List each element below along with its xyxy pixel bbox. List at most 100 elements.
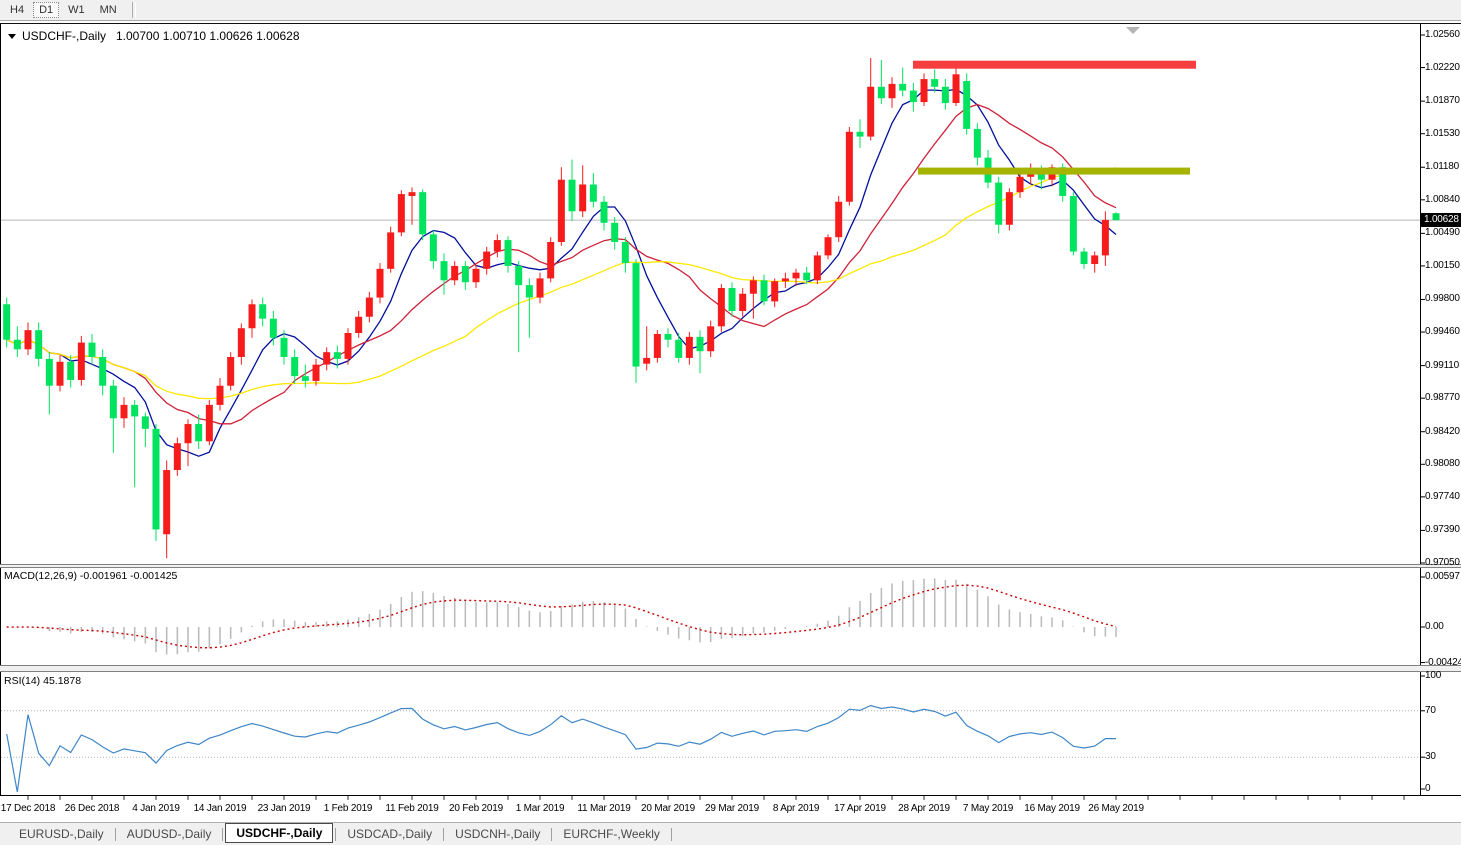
candle-body [493,240,501,252]
collapse-arrow-icon[interactable] [8,33,16,39]
candle-body [909,90,917,103]
candle-body [365,297,373,317]
candle-body [547,241,555,279]
candle-body [184,424,192,444]
candle-body [120,404,128,419]
candle-body [280,337,288,357]
tab-separator [551,827,553,841]
candle-body [131,404,139,417]
candle-body [941,86,949,104]
price-axis-label: 0.97390 [1425,524,1460,536]
timeframe-button-w1[interactable]: W1 [68,4,85,16]
date-label: 26 Dec 2018 [64,803,120,814]
candle-body [877,86,885,99]
candle-body [152,428,160,530]
candle-body [931,79,939,87]
price-axis-label: 0.98770 [1425,392,1460,404]
tab-separator [114,827,116,841]
candle-body [472,268,480,283]
candle-body [440,261,448,281]
candle-body [781,278,789,282]
support-level-line[interactable] [918,167,1190,175]
date-label: 1 Feb 2019 [323,803,373,814]
price-axis-label: 0.97740 [1425,490,1460,502]
indicator-axis-label: -0.004243 [1425,656,1461,668]
date-label: 7 May 2019 [962,803,1014,814]
candle-body [749,280,757,294]
candle-body [483,251,491,269]
candle-body [845,131,853,202]
candle-body [344,333,352,359]
tab-usdchf-daily[interactable]: USDCHF-,Daily [225,823,334,843]
candle-body [173,443,181,471]
rsi-line [6,704,1116,793]
candle-body [621,241,629,264]
tab-usdcad-daily[interactable]: USDCAD-,Daily [347,827,433,841]
tab-usdcnh-daily[interactable]: USDCNH-,Daily [455,827,541,841]
date-label: 29 Mar 2019 [705,803,759,814]
candle-body [35,330,43,359]
candle-body [632,263,640,367]
tab-audusd-daily[interactable]: AUDUSD-,Daily [126,827,212,841]
candle-body [1069,195,1077,252]
divider-band-1 [0,565,1461,567]
date-label: 26 May 2019 [1088,803,1144,814]
indicator-axis-label: 0 [1425,783,1431,794]
chart-title: USDCHF-,Daily 1.00700 1.00710 1.00626 1.… [8,29,300,43]
candle-body [685,336,693,358]
divider-main-macd[interactable] [0,564,1461,565]
moving-average-13 [6,103,1117,425]
macd-label: MACD(12,26,9) -0.001961 -0.001425 [4,570,178,582]
candle-body [195,424,203,442]
candle-body [899,83,907,91]
candle-body [835,201,843,238]
tab-eurchf-weekly[interactable]: EURCHF-,Weekly [563,827,660,841]
candle-body [760,280,768,302]
candle-body [589,184,597,202]
candle-body [141,416,149,429]
candle-body [1091,255,1099,265]
candle-body [813,255,821,281]
candle-body [45,358,53,386]
resistance-level-line[interactable] [913,60,1196,69]
tab-separator [443,827,445,841]
symbol-label: USDCHF-,Daily [22,29,106,43]
candle-body [717,287,725,327]
ohlc-values: 1.00700 1.00710 1.00626 1.00628 [116,29,300,43]
candle-body [579,184,587,212]
tab-eurusd-daily[interactable]: EURUSD-,Daily [19,827,104,841]
candle-body [387,232,395,269]
date-label: 17 Apr 2019 [834,803,886,814]
price-axis-label: 0.99460 [1425,326,1460,338]
candle-body [952,74,960,104]
candle-body [707,326,715,352]
candle-body [312,364,320,381]
candle-body [259,304,267,319]
timeframe-toolbar: H4 D1 W1 MN [0,0,1461,21]
date-label: 16 May 2019 [1024,803,1080,814]
divider-main-macd-2 [0,567,1461,568]
chart-shift-triangle-icon[interactable] [1126,27,1140,34]
indicator-axis-label: 100 [1425,670,1442,681]
date-label: 20 Mar 2019 [641,803,695,814]
chart-top-border [0,23,1461,24]
chart-background [0,24,1461,822]
candle-body [408,192,416,196]
candle-body [333,352,341,359]
timeframe-button-mn[interactable]: MN [99,4,117,16]
candle-body [856,131,864,137]
candle-body [643,357,651,364]
date-label: 1 Mar 2019 [515,803,565,814]
indicator-axis-label: 0.00 [1425,621,1444,632]
timeframe-button-h4[interactable]: H4 [10,4,25,16]
symbol-tab-bar: EURUSD-,Daily AUDUSD-,Daily USDCHF-,Daily U… [0,822,1461,845]
candle-body [824,237,832,256]
timeframe-button-d1[interactable]: D1 [33,2,60,18]
candle-body [504,240,512,266]
date-label: 4 Jan 2019 [132,803,180,814]
candle-body [771,281,779,302]
divider-macd-rsi[interactable] [0,665,1461,666]
candle-body [1016,176,1024,193]
candle-body [376,268,384,298]
